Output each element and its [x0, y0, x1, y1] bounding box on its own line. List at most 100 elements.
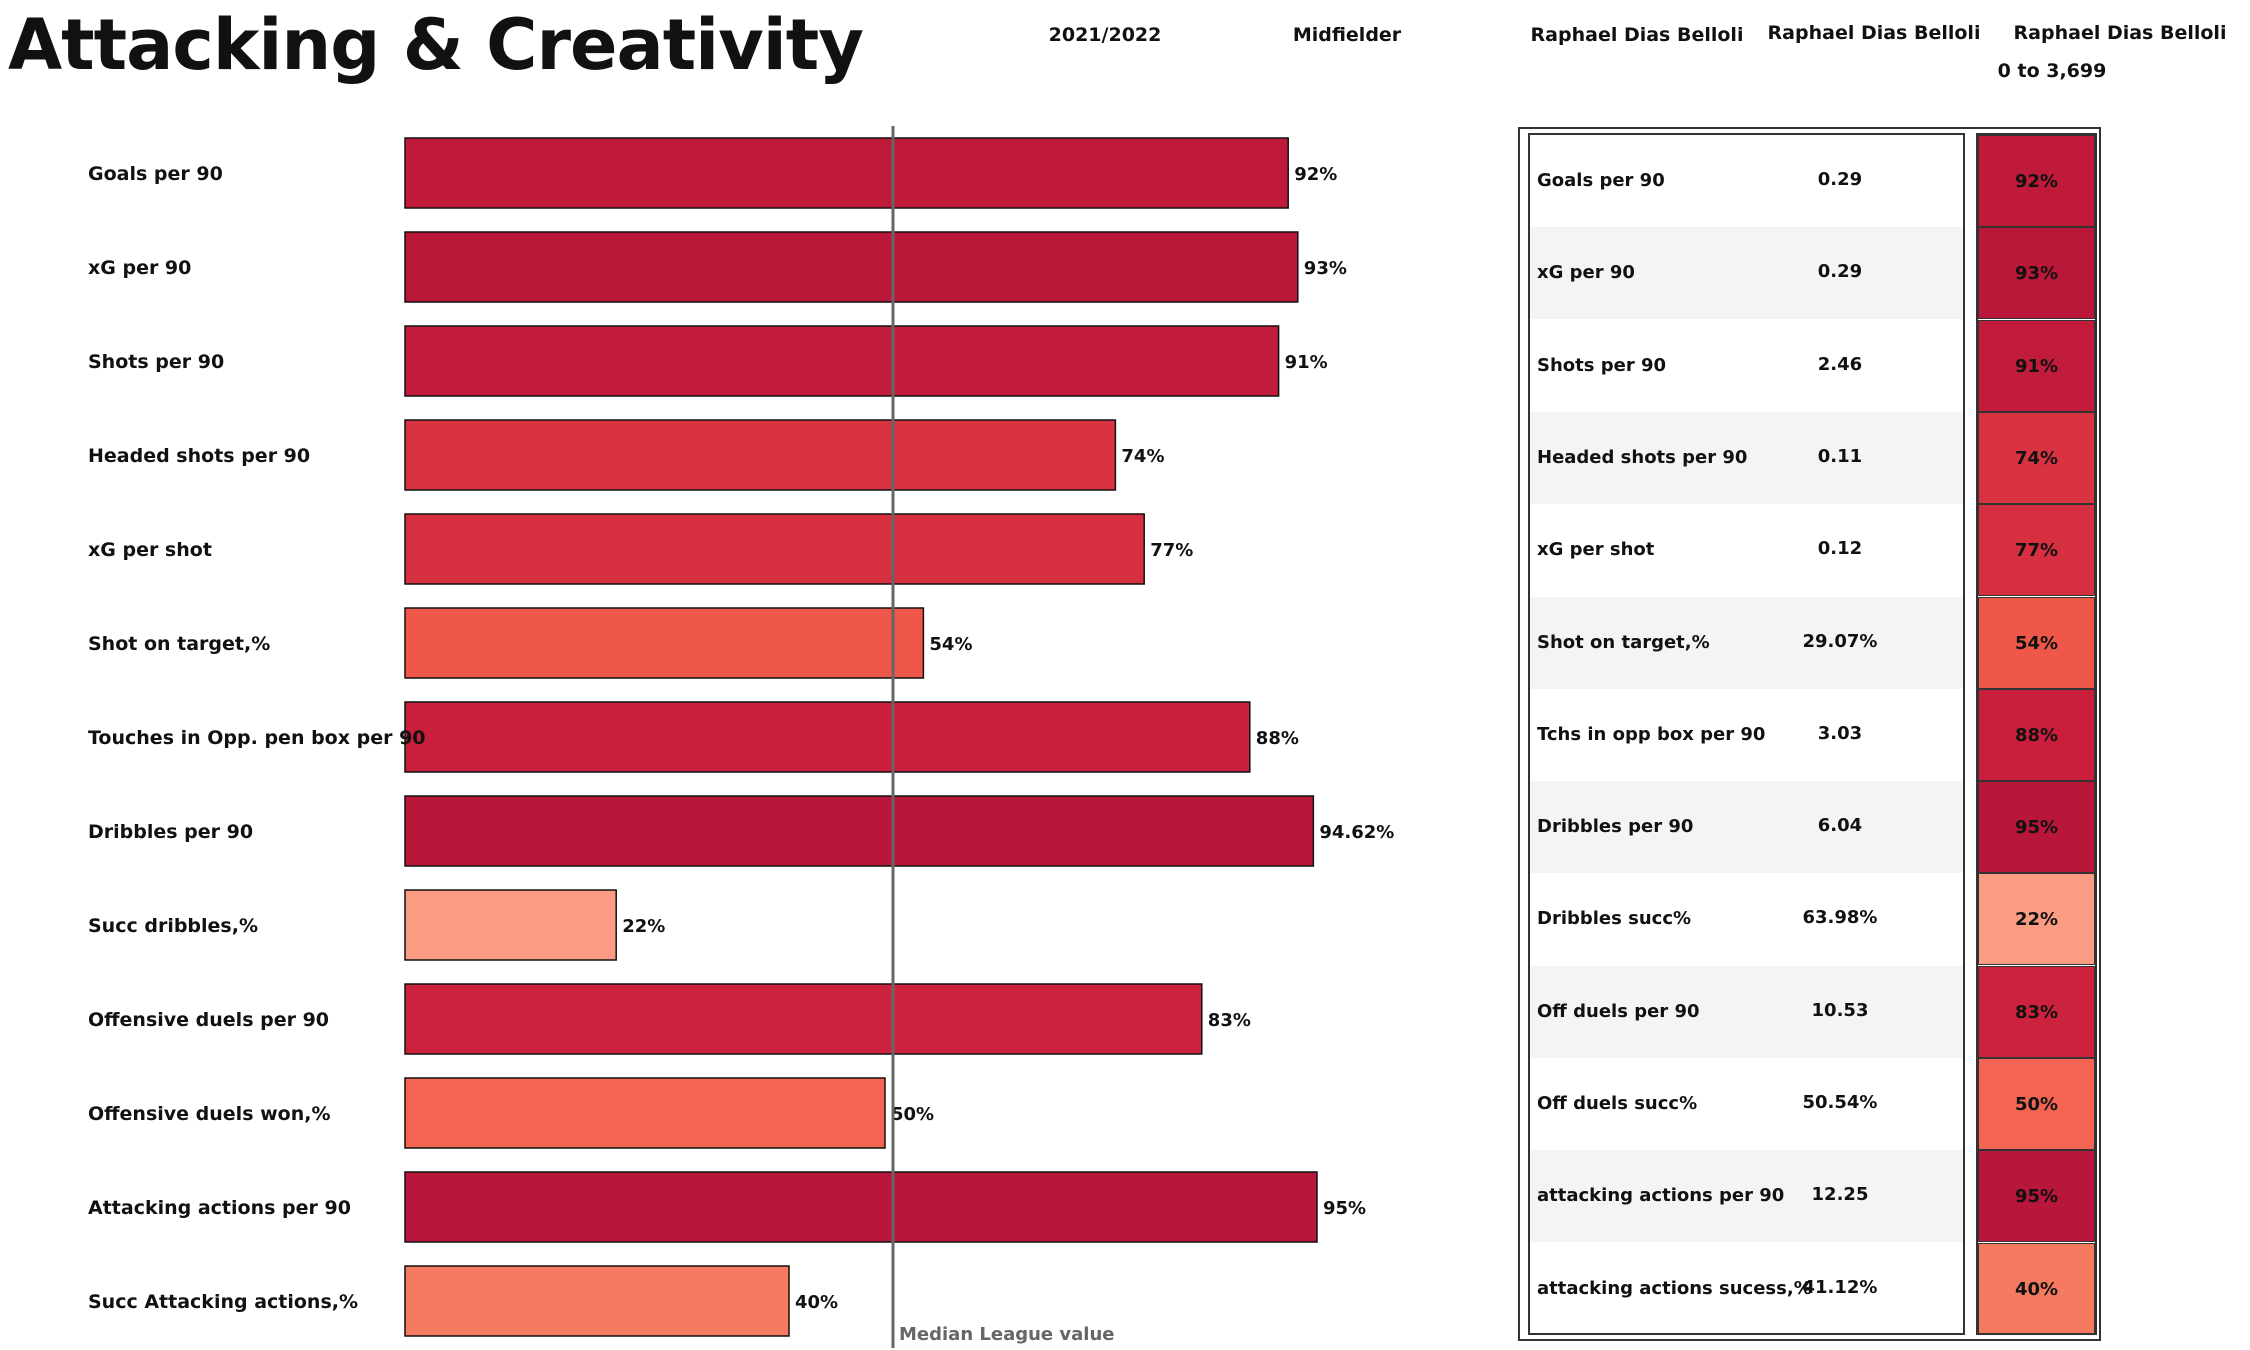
table-row-label: Goals per 90 [1537, 170, 1665, 191]
bar [404, 513, 1145, 585]
category-label: Offensive duels per 90 [88, 1009, 329, 1031]
category-label: Shot on target,% [88, 633, 270, 655]
bar [404, 983, 1203, 1055]
table-row-percentile: 91% [1978, 320, 2095, 412]
data-label: 40% [795, 1292, 838, 1313]
bar [404, 137, 1289, 209]
table-row: Shots per 90 2.46 [1530, 320, 1963, 412]
data-label: 77% [1150, 540, 1193, 561]
bar [404, 701, 1251, 773]
bar [404, 1077, 886, 1149]
table-row-percentile: 88% [1978, 689, 2095, 781]
table-row: Headed shots per 90 0.11 [1530, 412, 1963, 504]
table-row-value: 6.04 [1817, 815, 1863, 836]
table-row-label: xG per 90 [1537, 262, 1635, 283]
category-label: Dribbles per 90 [88, 821, 253, 843]
header-player-3: Raphael Dias Belloli [2013, 22, 2227, 44]
table-row-percentile: 83% [1978, 966, 2095, 1058]
table-row-value: 0.29 [1817, 261, 1863, 282]
header-position: Midfielder [1292, 24, 1402, 46]
table-row: Off duels per 90 10.53 [1530, 966, 1963, 1058]
data-label: 50% [891, 1104, 934, 1125]
table-row-percentile: 40% [1978, 1243, 2095, 1335]
table-row-label: Shots per 90 [1537, 355, 1667, 376]
table-row-value: 12.25 [1811, 1184, 1869, 1205]
table-row-label: Off duels per 90 [1537, 1001, 1700, 1022]
table-row-label: Dribbles per 90 [1537, 816, 1694, 837]
category-label: xG per 90 [88, 257, 191, 279]
table-row: xG per 90 0.29 [1530, 227, 1963, 319]
table-row: xG per shot 0.12 [1530, 504, 1963, 596]
table-row: Dribbles succ% 63.98% [1530, 873, 1963, 965]
table-row-percentile: 50% [1978, 1058, 2095, 1150]
data-label: 95% [1323, 1198, 1366, 1219]
category-label: Touches in Opp. pen box per 90 [88, 727, 426, 749]
table-row-percentile: 22% [1978, 873, 2095, 965]
bars-layer [404, 137, 1318, 1337]
bar [404, 419, 1117, 491]
table-row-value: 63.98% [1802, 907, 1878, 928]
table-row-label: Shot on target,% [1537, 632, 1710, 653]
bar [404, 889, 617, 961]
table-row-value: 10.53 [1811, 1000, 1869, 1021]
category-label: xG per shot [88, 539, 212, 561]
header-minutes-range: 0 to 3,699 [1997, 60, 2107, 82]
table-row-value: 41.12% [1802, 1277, 1878, 1298]
bar [404, 231, 1299, 303]
category-label: Headed shots per 90 [88, 445, 310, 467]
bar [404, 1265, 790, 1337]
table-row-label: Dribbles succ% [1537, 908, 1692, 929]
table-row: Dribbles per 90 6.04 [1530, 781, 1963, 873]
data-label: 91% [1285, 352, 1328, 373]
category-label: Attacking actions per 90 [88, 1197, 351, 1219]
table-row-percentile: 92% [1978, 135, 2095, 227]
stats-table-inner-frame [1528, 133, 1965, 1335]
data-label: 22% [622, 916, 665, 937]
header-player-2: Raphael Dias Belloli [1767, 22, 1981, 44]
table-row-percentile: 54% [1978, 597, 2095, 689]
labels-layer: Goals per 90 92% xG per 90 93% Shots per 90 9… [88, 163, 1394, 1313]
data-label: 74% [1121, 446, 1164, 467]
table-row-value: 0.29 [1817, 169, 1863, 190]
category-label: Succ dribbles,% [88, 915, 258, 937]
table-row-value: 50.54% [1802, 1092, 1878, 1113]
data-label: 93% [1304, 258, 1347, 279]
table-row-value: 2.46 [1817, 354, 1863, 375]
table-row-label: xG per shot [1537, 539, 1655, 560]
category-label: Shots per 90 [88, 351, 224, 373]
bar [404, 607, 925, 679]
percentile-column-frame [1976, 133, 2097, 1335]
bar [404, 1171, 1318, 1243]
table-row-percentile: 95% [1978, 1150, 2095, 1242]
table-row-percentile: 77% [1978, 504, 2095, 596]
table-row-percentile: 93% [1978, 227, 2095, 319]
data-label: 83% [1208, 1010, 1251, 1031]
table-row-percentile: 95% [1978, 781, 2095, 873]
table-row-label: attacking actions sucess,% [1537, 1278, 1812, 1299]
data-label: 88% [1256, 728, 1299, 749]
category-label: Goals per 90 [88, 163, 223, 185]
stats-table-frame [1518, 127, 2101, 1341]
table-row-value: 29.07% [1802, 631, 1878, 652]
table-row: Shot on target,% 29.07% [1530, 597, 1963, 689]
percentile-bar-chart: Goals per 90 92% xG per 90 93% Shots per 90 9… [88, 126, 1394, 1348]
page-title: Attacking & Creativity [8, 4, 864, 86]
table-row-label: Off duels succ% [1537, 1093, 1698, 1114]
table-row-value: 3.03 [1817, 723, 1863, 744]
table-row-label: attacking actions per 90 [1537, 1185, 1785, 1206]
data-label: 94.62% [1319, 822, 1394, 843]
table-row-percentile: 74% [1978, 412, 2095, 504]
table-row: attacking actions per 90 12.25 [1530, 1150, 1963, 1242]
table-row-value: 0.11 [1817, 446, 1863, 467]
bar [404, 795, 1315, 867]
table-row: attacking actions sucess,% 41.12% [1530, 1243, 1963, 1335]
median-label: Median League value [899, 1324, 1114, 1345]
data-label: 92% [1294, 164, 1337, 185]
table-row-label: Tchs in opp box per 90 [1537, 724, 1766, 745]
table-row: Tchs in opp box per 90 3.03 [1530, 689, 1963, 781]
category-label: Succ Attacking actions,% [88, 1291, 358, 1313]
header-season: 2021/2022 [1048, 24, 1162, 46]
table-row-value: 0.12 [1817, 538, 1863, 559]
header-player-1: Raphael Dias Belloli [1530, 24, 1744, 46]
category-label: Offensive duels won,% [88, 1103, 331, 1125]
